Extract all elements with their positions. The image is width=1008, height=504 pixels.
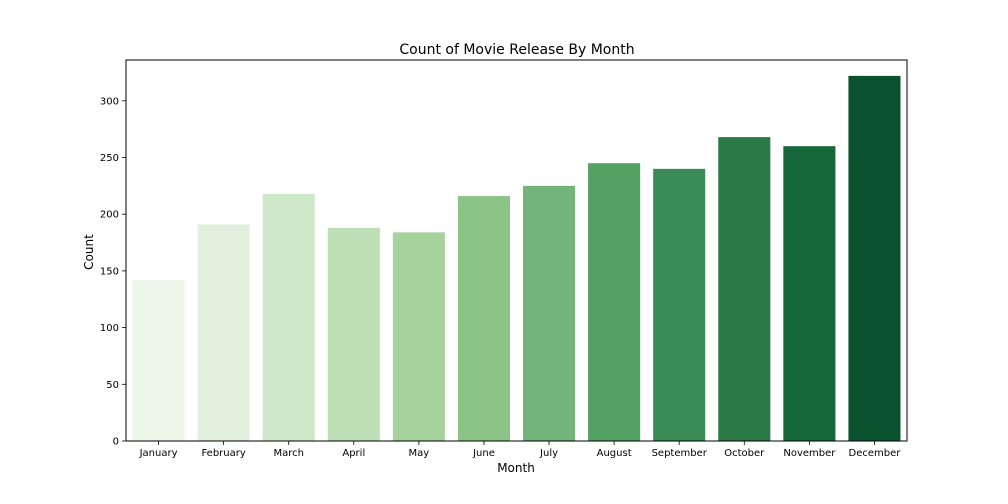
bar-march (262, 193, 315, 441)
x-tick-label: December (849, 448, 902, 459)
bar-december (848, 75, 901, 442)
bar-october (718, 137, 771, 442)
y-tick-label: 0 (113, 437, 119, 448)
bar-june (457, 196, 510, 441)
bar-may (392, 232, 445, 441)
x-tick-label: January (139, 448, 178, 459)
x-tick-label: November (783, 448, 836, 459)
y-axis-label: Count (82, 234, 96, 270)
y-tick-label: 250 (100, 153, 119, 164)
bar-september (653, 168, 706, 442)
chart-title: Count of Movie Release By Month (399, 42, 634, 58)
axes (125, 59, 908, 442)
y-tick-label: 150 (100, 266, 119, 277)
bar-november (783, 146, 836, 441)
y-tick-label: 300 (100, 96, 119, 107)
y-tick-label: 50 (106, 380, 119, 391)
bars (132, 75, 901, 442)
x-tick-label: February (201, 448, 245, 459)
x-tick-label: July (539, 448, 558, 459)
x-tick-label: August (597, 448, 632, 459)
bar-january (132, 279, 185, 441)
x-axis-label: Month (497, 461, 535, 475)
y-axis-ticks: 0 50 100 150 200 250 300 (100, 96, 126, 448)
y-tick-label: 200 (100, 210, 119, 221)
bar-august (588, 163, 641, 441)
bar-february (197, 224, 250, 441)
x-tick-label: October (724, 448, 765, 459)
bar-april (327, 227, 380, 441)
x-tick-label: September (652, 448, 708, 459)
x-axis-ticks: January February March April May June July Augu… (139, 441, 902, 459)
x-tick-label: June (472, 448, 495, 459)
x-tick-label: May (409, 448, 430, 459)
y-tick-label: 100 (100, 323, 119, 334)
plot-frame (125, 59, 908, 442)
x-tick-label: April (342, 448, 365, 459)
bar-july (523, 185, 576, 441)
x-tick-label: March (273, 448, 303, 459)
